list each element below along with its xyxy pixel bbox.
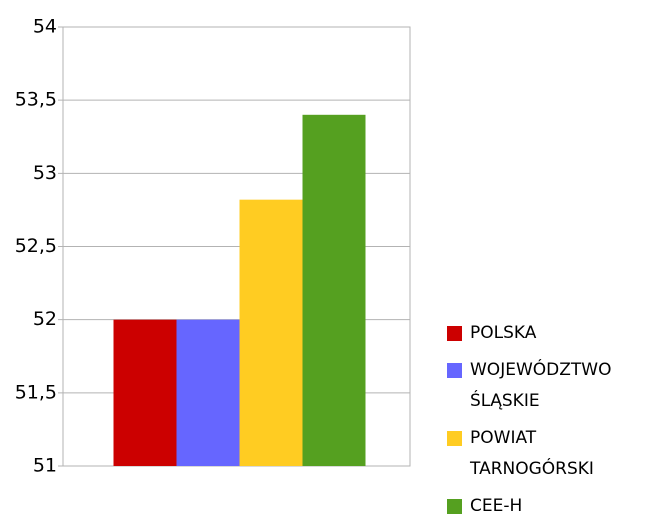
chart: 51 51,5 52 52,5 53 53,5 54 bbox=[15, 16, 411, 477]
legend-item: POLSKA bbox=[447, 318, 652, 349]
y-tick-label: 52 bbox=[33, 308, 57, 330]
legend-swatch bbox=[447, 431, 462, 446]
page: {"chart_data": {"type": "bar", "categori… bbox=[14, 15, 612, 516]
bar bbox=[302, 114, 366, 467]
y-tick-label: 51,5 bbox=[15, 381, 57, 403]
legend-label: POLSKA bbox=[470, 323, 537, 343]
bar bbox=[176, 319, 240, 466]
legend-swatch bbox=[447, 363, 462, 378]
bar bbox=[239, 199, 303, 466]
y-tick-label: 53,5 bbox=[15, 89, 57, 111]
legend-item: WOJEWÓDZTWO ŚLĄSKIE bbox=[447, 355, 652, 417]
legend-label: WOJEWÓDZTWO ŚLĄSKIE bbox=[470, 360, 612, 411]
bar bbox=[113, 319, 177, 466]
y-tick-label: 53 bbox=[33, 162, 57, 184]
legend: POLSKA WOJEWÓDZTWO ŚLĄSKIE POWIAT TARNOGÓR… bbox=[447, 318, 652, 528]
y-tick-label: 51 bbox=[33, 455, 57, 477]
legend-item: POWIAT TARNOGÓRSKI bbox=[447, 423, 652, 485]
y-tick-label: 54 bbox=[33, 16, 57, 38]
legend-label: POWIAT TARNOGÓRSKI bbox=[470, 428, 594, 479]
legend-swatch bbox=[447, 326, 462, 341]
y-tick-label: 52,5 bbox=[15, 235, 57, 257]
